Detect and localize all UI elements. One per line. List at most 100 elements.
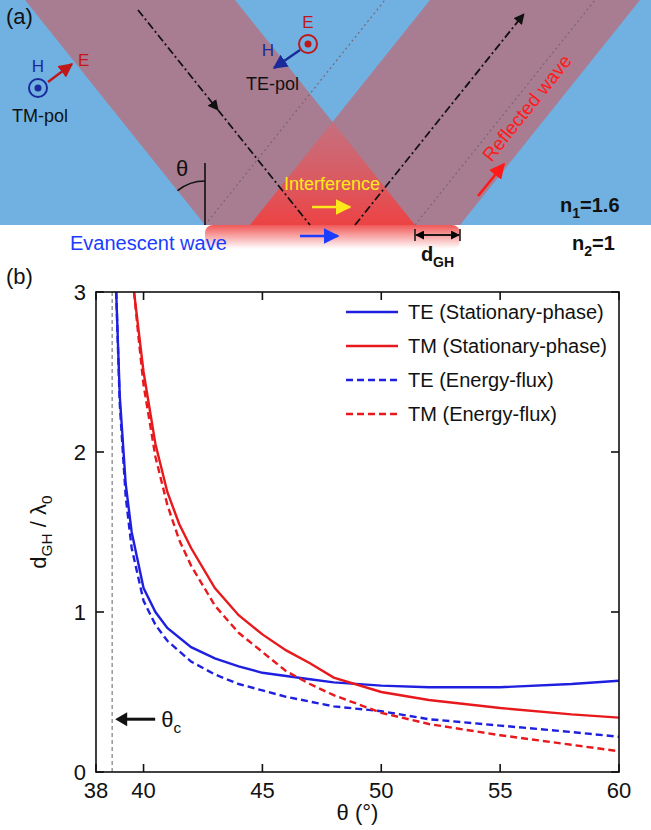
- text-part: GH: [38, 533, 55, 556]
- h-label: H: [262, 41, 274, 60]
- text-part: / λ: [26, 504, 51, 533]
- series-line: [116, 292, 619, 737]
- x-axis-title: θ (°): [337, 800, 379, 825]
- annotation-arrow: [125, 718, 155, 721]
- x-tick: [499, 292, 501, 300]
- interference-region: [250, 122, 415, 225]
- text-part: θ: [161, 707, 173, 732]
- y-tick: [611, 771, 619, 773]
- panel-label: (b): [6, 264, 33, 289]
- y-tick: [96, 771, 104, 773]
- x-tick: [143, 764, 145, 772]
- x-tick-label: 60: [607, 778, 631, 803]
- series-line: [134, 292, 619, 751]
- x-tick: [143, 292, 145, 300]
- panel-b: (b)θc3840455055600123θ (°)dGH / λ0TE (St…: [6, 264, 631, 825]
- text-part: d: [421, 243, 433, 265]
- legend-label: TM (Stationary-phase): [408, 335, 607, 357]
- interference-label: Interference: [284, 174, 380, 194]
- x-tick: [499, 764, 501, 772]
- reflected-beam: [250, 0, 640, 225]
- x-tick-label: 38: [84, 778, 108, 803]
- text-part: d: [26, 556, 51, 568]
- text-part: 2: [584, 243, 592, 259]
- tm-pol-label: TM-pol: [12, 106, 68, 126]
- text-part: =1.6: [580, 194, 619, 216]
- legend-swatch: [346, 413, 398, 415]
- incident-ray: [218, 110, 310, 225]
- text-part: c: [173, 719, 181, 736]
- y-tick-label: 3: [74, 280, 86, 305]
- x-tick: [618, 764, 620, 772]
- x-tick: [262, 764, 264, 772]
- e-label: E: [78, 51, 89, 70]
- legend-swatch: [346, 345, 398, 347]
- figure: θHETM-polHETE-polInterferenceEvanescent …: [0, 0, 651, 830]
- normal-line: [204, 163, 206, 225]
- text-part: 0: [38, 495, 55, 504]
- series-line: [116, 292, 619, 687]
- text-part: n: [572, 232, 584, 254]
- incident-ray: [138, 10, 218, 110]
- text-part: =1: [592, 232, 615, 254]
- evanescent-arrow: [300, 235, 338, 238]
- y-tick-label: 2: [74, 440, 86, 465]
- x-tick-label: 55: [488, 778, 512, 803]
- legend-label: TE (Stationary-phase): [408, 301, 604, 323]
- text-part: 1: [572, 205, 580, 221]
- dgh-label: dGH: [421, 243, 454, 270]
- legend-label: TE (Energy-flux): [408, 369, 554, 391]
- panel-label: (a): [6, 4, 33, 29]
- x-tick: [262, 292, 264, 300]
- x-tick-label: 45: [250, 778, 274, 803]
- reflected-ray: [355, 14, 524, 225]
- interference-arrow: [312, 206, 350, 209]
- y-axis-title: dGH / λ0: [26, 495, 55, 568]
- y-tick: [611, 451, 619, 453]
- legend-swatch: [346, 311, 398, 313]
- lines: [116, 292, 619, 751]
- bracket: [459, 229, 461, 241]
- e-label: E: [302, 13, 313, 32]
- beams: [25, 0, 640, 225]
- reflected-label: Reflected wave: [478, 51, 576, 166]
- evanescent-label: Evanescent wave: [70, 232, 227, 254]
- y-tick: [96, 611, 104, 613]
- reflected-arrow: [478, 164, 504, 196]
- x-tick: [95, 292, 97, 300]
- series-line: [134, 292, 619, 718]
- e-arrow: [48, 64, 72, 82]
- panel-a: θHETM-polHETE-polInterferenceEvanescent …: [0, 0, 651, 270]
- te-pol-label: TE-pol: [246, 74, 299, 94]
- y-tick: [96, 291, 104, 293]
- x-tick: [95, 764, 97, 772]
- x-tick: [380, 764, 382, 772]
- y-tick: [96, 451, 104, 453]
- geometric-edge: [415, 0, 595, 225]
- text-part: GH: [433, 254, 454, 270]
- h-out-icon: [29, 79, 47, 97]
- medium-n1: [0, 0, 651, 225]
- n2-label: n2=1: [572, 232, 615, 259]
- plot-frame: [96, 292, 619, 772]
- x-tick: [380, 292, 382, 300]
- critical-angle-line: [112, 292, 113, 772]
- geometric-edge: [205, 0, 385, 225]
- theta-label: θ: [176, 156, 188, 181]
- y-tick-label: 1: [74, 600, 86, 625]
- x-tick: [618, 292, 620, 300]
- e-out-dot: [305, 41, 312, 48]
- text-part: n: [560, 194, 572, 216]
- y-tick-label: 0: [74, 760, 86, 785]
- legend: TE (Stationary-phase) TM (Stationary-phas…: [346, 301, 607, 425]
- e-out-icon: [299, 35, 317, 53]
- bracket: [416, 234, 458, 236]
- y-tick: [611, 291, 619, 293]
- h-arrow: [274, 50, 300, 68]
- legend-label: TM (Energy-flux): [408, 403, 557, 425]
- bracket: [414, 229, 416, 241]
- angle-arc: [178, 181, 205, 191]
- annotation-label: θc: [161, 707, 181, 736]
- x-tick-label: 40: [131, 778, 155, 803]
- n1-label: n1=1.6: [560, 194, 620, 221]
